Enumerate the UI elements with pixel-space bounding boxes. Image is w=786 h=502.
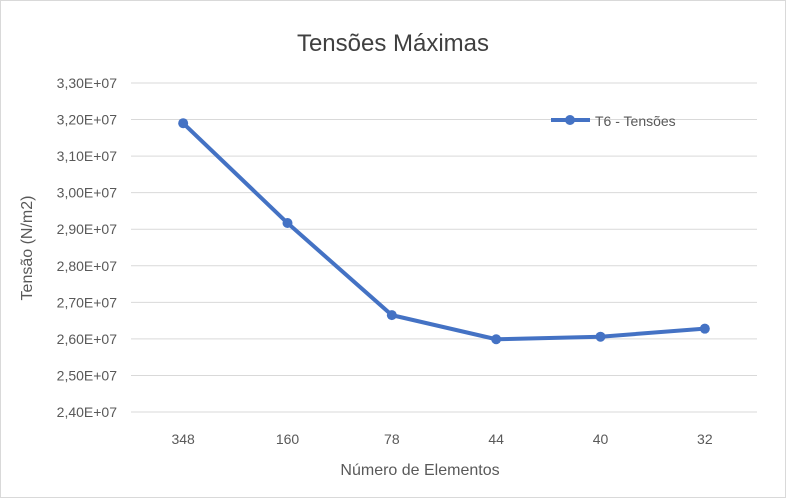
y-tick-label: 2,80E+07 [57,258,118,274]
y-tick-label: 3,10E+07 [57,148,118,164]
series-line [181,121,707,342]
data-point [178,118,189,129]
y-tick-label: 2,70E+07 [57,294,118,310]
x-axis-ticks: 348 160 78 44 40 32 [171,431,712,447]
data-point [699,323,710,334]
y-tick-label: 2,40E+07 [57,404,118,420]
x-tick-label: 348 [171,431,195,447]
y-tick-label: 3,20E+07 [57,112,118,128]
y-tick-label: 3,30E+07 [57,75,118,91]
data-point [282,218,293,229]
x-tick-label: 32 [697,431,713,447]
x-tick-label: 160 [276,431,300,447]
y-axis-label: Tensão (N/m2) [19,196,36,301]
y-tick-label: 2,50E+07 [57,367,118,383]
legend-point-marker [565,115,575,125]
series-layer [178,118,710,345]
y-tick-label: 2,60E+07 [57,331,118,347]
legend: T6 - Tensões [551,113,676,129]
x-tick-label: 44 [488,431,504,447]
x-axis-label: Número de Elementos [340,462,499,479]
legend-label: T6 - Tensões [595,113,676,129]
x-tick-label: 40 [593,431,609,447]
data-point [491,334,502,345]
x-tick-label: 78 [384,431,400,447]
data-point [386,310,397,321]
y-axis-ticks: 2,40E+07 2,50E+07 2,60E+07 2,70E+07 2,80E+07… [57,75,118,420]
y-tick-label: 2,90E+07 [57,221,118,237]
data-point [595,331,606,342]
y-tick-label: 3,00E+07 [57,185,118,201]
grid-lines [131,82,757,413]
chart-title: Tensões Máximas [297,30,489,57]
